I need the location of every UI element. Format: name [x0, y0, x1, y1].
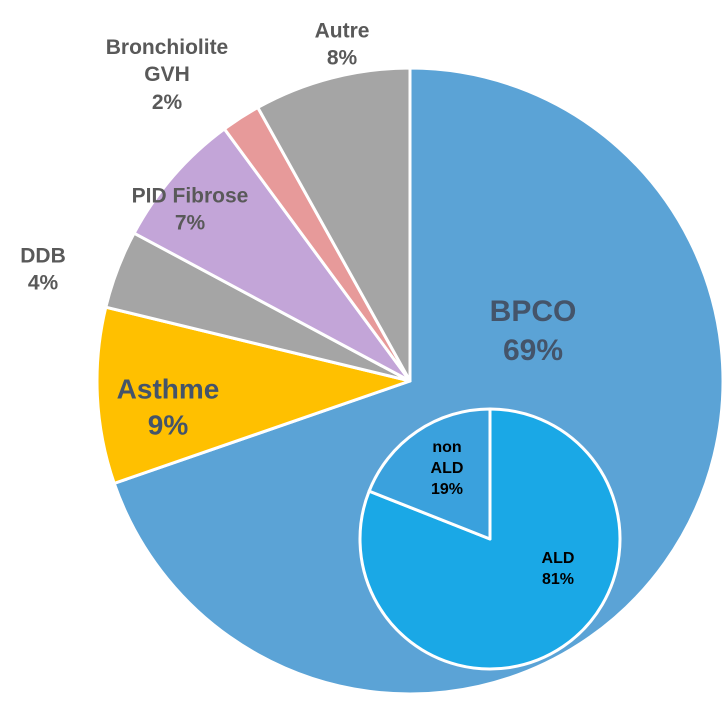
value-label: 8%	[326, 47, 358, 70]
value-label: 81%	[541, 571, 575, 588]
slice-label: PID Fibrose 7%	[132, 183, 249, 238]
value-label: 4%	[27, 272, 59, 295]
slice-label: ALD 81%	[542, 549, 575, 591]
slice-label: DDB 4%	[20, 243, 66, 298]
pie-slice	[367, 407, 492, 541]
slice-label: non ALD 19%	[422, 438, 472, 500]
value-label: 9%	[147, 410, 189, 441]
category-label: Asthme	[116, 373, 220, 405]
category-label: Autre	[314, 19, 370, 43]
value-label: 7%	[174, 212, 206, 235]
slice-label: BPCO 69%	[490, 292, 577, 370]
category-label: ALD	[541, 550, 575, 568]
pie-slice	[132, 127, 412, 383]
slice-label: Asthme 9%	[117, 372, 220, 445]
value-label: 19%	[430, 480, 464, 498]
value-label: 69%	[502, 334, 564, 367]
value-label: 2%	[151, 90, 183, 114]
category-label: PID Fibrose	[131, 184, 249, 208]
category-label: DDB	[20, 244, 66, 268]
category-label: BPCO	[489, 295, 577, 328]
slice-label: Bronchiolite GVH 2%	[92, 34, 242, 116]
pie-slice	[256, 66, 412, 383]
category-label: Bronchiolite GVH	[105, 36, 229, 87]
pie-slice	[95, 305, 412, 485]
category-label: non ALD	[430, 438, 464, 477]
slice-label: Autre 8%	[315, 18, 370, 73]
